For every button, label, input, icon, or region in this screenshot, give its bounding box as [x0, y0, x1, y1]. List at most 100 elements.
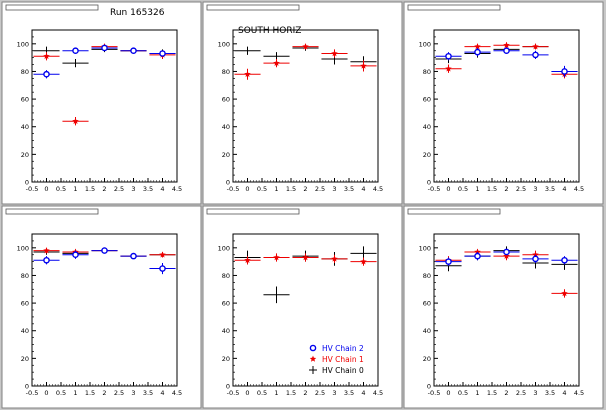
x-tick-label: 0.5: [56, 185, 66, 193]
x-tick-label: 2: [102, 185, 106, 193]
y-tick-label: 80: [423, 68, 431, 76]
x-tick-label: 4: [562, 185, 566, 193]
data-point: [43, 247, 50, 254]
x-tick-label: 4.5: [172, 185, 182, 193]
data-point: [503, 252, 510, 259]
data-point: [445, 52, 452, 60]
y-tick-label: 100: [419, 40, 431, 48]
x-tick-label: 4: [160, 389, 164, 397]
data-point: [532, 255, 539, 263]
x-tick-label: 3.5: [344, 389, 354, 397]
x-tick-label: 2.5: [114, 185, 124, 193]
panel-title-tab: [5, 4, 99, 11]
y-tick-label: 60: [423, 300, 431, 308]
legend-marker: [309, 344, 317, 352]
x-tick-label: 3: [131, 185, 135, 193]
data-point: [72, 47, 79, 55]
x-tick-label: -0.5: [227, 389, 240, 397]
data-point: [159, 265, 166, 272]
x-tick-label: 0.5: [257, 389, 267, 397]
series-1: [234, 43, 377, 80]
y-tick-label: 100: [419, 244, 431, 252]
data-point: [561, 256, 568, 264]
x-tick-label: 4.5: [574, 389, 584, 397]
data-point: [101, 247, 108, 254]
y-tick-label: 20: [423, 151, 431, 159]
data-point: [474, 48, 481, 56]
data-point: [159, 251, 166, 258]
y-tick-label: 40: [21, 327, 29, 335]
legend-label: HV Chain 1: [322, 355, 364, 364]
x-tick-label: -0.5: [428, 389, 441, 397]
series-2: [33, 247, 176, 275]
y-tick-label: 100: [17, 40, 29, 48]
y-tick-label: 60: [222, 96, 230, 104]
y-tick-label: 100: [17, 244, 29, 252]
x-tick-label: 1: [475, 389, 479, 397]
series-1: [435, 41, 578, 79]
x-tick-label: 0: [446, 185, 450, 193]
legend-marker: [309, 355, 317, 362]
y-tick-label: 0: [226, 179, 230, 187]
y-tick-label: 0: [226, 383, 230, 391]
panel-title-tab: [407, 208, 501, 215]
y-tick-label: 0: [25, 179, 29, 187]
x-tick-label: 0: [44, 185, 48, 193]
legend-label: HV Chain 2: [322, 344, 364, 353]
y-tick-label: 40: [423, 123, 431, 131]
x-tick-label: 2.5: [516, 389, 526, 397]
data-point: [43, 70, 50, 78]
data-point: [244, 256, 251, 264]
y-tick-label: 20: [222, 151, 230, 159]
x-tick-label: 3: [131, 389, 135, 397]
x-tick-label: 4: [361, 389, 365, 397]
data-point: [503, 41, 510, 48]
x-tick-label: 3: [533, 389, 537, 397]
x-tick-label: 1.5: [286, 185, 296, 193]
panel-background: [202, 205, 403, 409]
panel-background: [1, 1, 202, 205]
x-tick-label: 1: [475, 185, 479, 193]
x-tick-label: 0: [245, 389, 249, 397]
x-tick-label: 0.5: [458, 185, 468, 193]
data-point: [445, 65, 452, 72]
x-tick-label: 4.5: [574, 185, 584, 193]
y-tick-label: 80: [21, 68, 29, 76]
x-tick-label: 1: [73, 389, 77, 397]
data-point: [532, 251, 539, 258]
panel-title-tab: [206, 208, 300, 215]
y-tick-label: 0: [427, 179, 431, 187]
data-point: [360, 258, 367, 265]
x-tick-label: 0.5: [257, 185, 267, 193]
legend-label: HV Chain 0: [322, 366, 364, 375]
x-tick-label: 4.5: [373, 185, 383, 193]
x-tick-label: -0.5: [428, 185, 441, 193]
data-point: [532, 43, 539, 50]
x-tick-label: 3: [533, 185, 537, 193]
x-tick-label: -0.5: [26, 389, 39, 397]
data-point: [43, 256, 50, 264]
series-2: [435, 248, 578, 266]
panel-background: [403, 1, 604, 205]
x-tick-label: 4.5: [373, 389, 383, 397]
x-tick-label: 2: [102, 389, 106, 397]
y-tick-label: 60: [222, 300, 230, 308]
x-tick-label: 1: [274, 185, 278, 193]
x-tick-label: 1: [274, 389, 278, 397]
data-point: [532, 51, 539, 59]
y-tick-label: 40: [21, 123, 29, 131]
x-tick-label: 3.5: [545, 185, 555, 193]
x-tick-label: 1.5: [286, 389, 296, 397]
data-point: [302, 254, 309, 261]
x-tick-label: 2: [504, 185, 508, 193]
x-tick-label: 1.5: [487, 185, 497, 193]
data-point: [273, 254, 280, 261]
y-tick-label: 100: [218, 40, 230, 48]
data-point: [474, 248, 481, 255]
x-tick-label: 2.5: [114, 389, 124, 397]
